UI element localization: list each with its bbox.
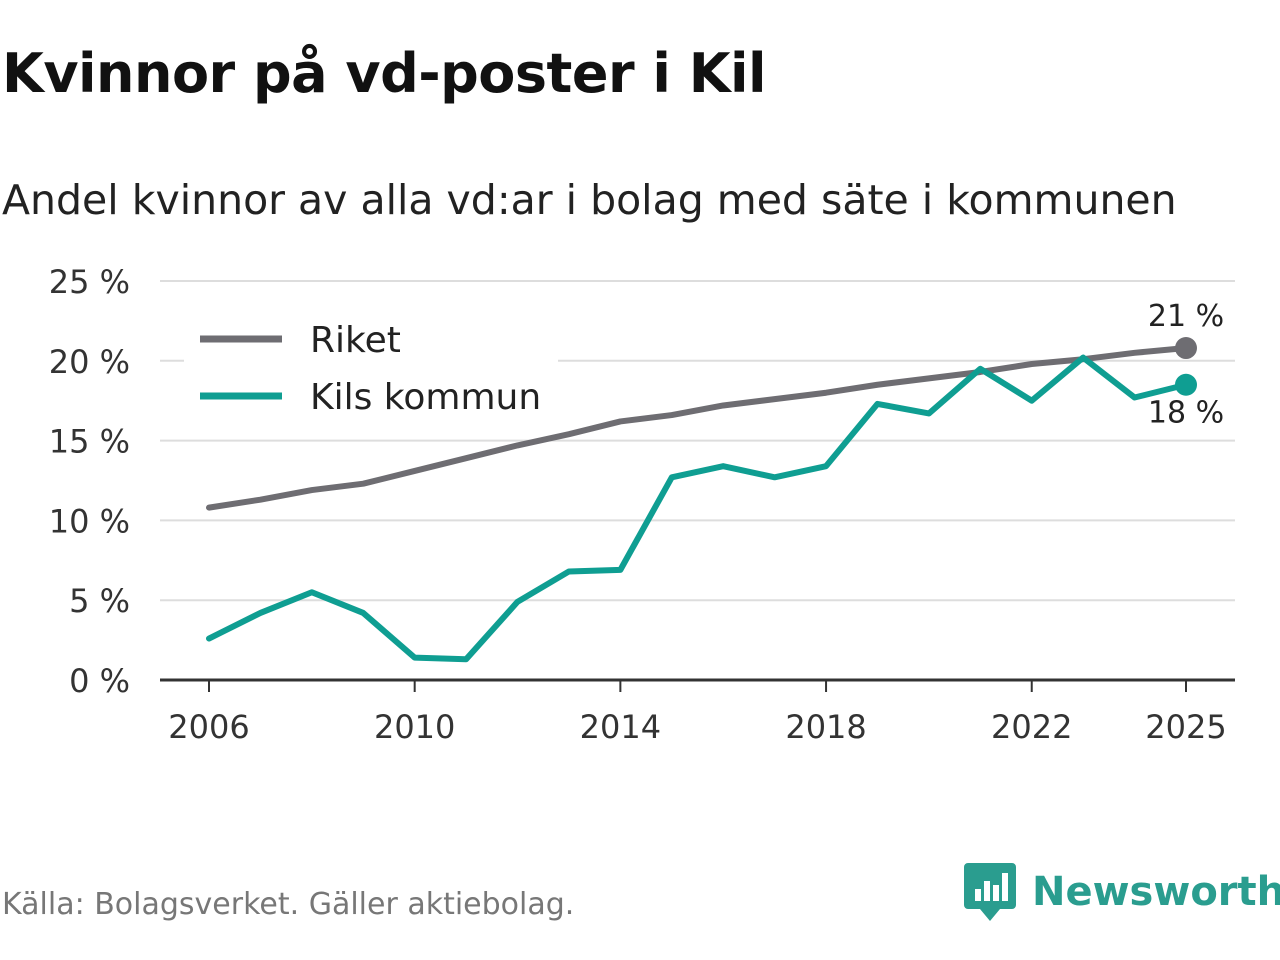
y-tick-label: 25 %: [49, 263, 130, 301]
chart-title: Kvinnor på vd-poster i Kil: [2, 42, 767, 105]
y-tick-label: 15 %: [49, 423, 130, 461]
kil-line: [206, 354, 1189, 663]
riket-end-marker: [1175, 337, 1197, 360]
kil-end-label: 18 %: [1148, 396, 1224, 431]
y-tick-label: 10 %: [49, 502, 130, 540]
newsworthy-logo-icon: [964, 863, 1016, 921]
x-tick-label: 2018: [785, 708, 866, 746]
axis-layer: 0 % 5 % 10 % 15 % 20 % 25 % 2006 2010 2014 2018 20…: [49, 263, 1235, 746]
x-tick-label: 2014: [580, 708, 661, 746]
chart-subtitle: Andel kvinnor av alla vd:ar i bolag med …: [2, 176, 1177, 224]
brand-logo: Newsworthy: [964, 863, 1280, 921]
y-tick-label: 5 %: [69, 582, 130, 620]
brand-name: Newsworthy: [1032, 869, 1280, 915]
source-note: Källa: Bolagsverket. Gäller aktiebolag.: [2, 887, 575, 922]
x-tick-label: 2006: [168, 708, 249, 746]
x-tick-label: 2025: [1145, 708, 1226, 746]
y-tick-label: 0 %: [69, 662, 130, 700]
x-tick-label: 2010: [374, 708, 455, 746]
y-tick-label: 20 %: [49, 343, 130, 381]
series-layer: [206, 337, 1197, 663]
legend-label-riket: Riket: [310, 320, 401, 361]
x-tick-label: 2022: [991, 708, 1072, 746]
legend: Riket Kils kommun: [184, 310, 558, 422]
end-labels: 21 % 18 %: [1148, 299, 1224, 431]
legend-background: [184, 310, 558, 422]
kil-end-marker: [1175, 373, 1197, 396]
legend-label-kil: Kils kommun: [310, 377, 541, 418]
riket-end-label: 21 %: [1148, 299, 1224, 334]
riket-line: [206, 345, 1189, 511]
